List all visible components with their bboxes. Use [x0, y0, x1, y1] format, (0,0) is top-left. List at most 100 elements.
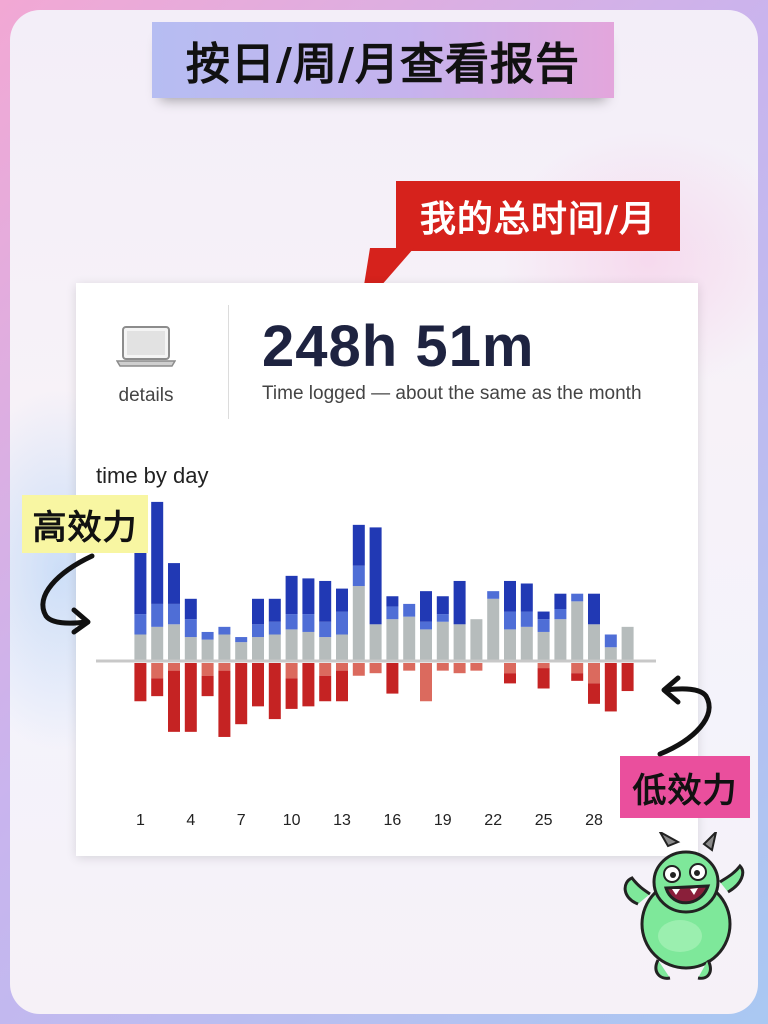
bar-light-blue-day-3	[168, 603, 180, 625]
details-label[interactable]: details	[118, 385, 174, 406]
bar-light-blue-day-2	[151, 603, 164, 627]
bar-dark-blue-day-9	[268, 598, 281, 622]
bar-light-blue-day-22	[487, 591, 500, 599]
bar-dark-red-day-30	[621, 663, 634, 692]
bar-dark-red-day-4	[184, 663, 197, 732]
bar-neutral-day-27	[571, 601, 584, 660]
header-divider	[228, 305, 229, 419]
bar-neutral-day-2	[151, 626, 164, 660]
time-logged-subtext: Time logged — about the same as the mont…	[262, 383, 642, 404]
page-title: 按日/周/月查看报告	[152, 22, 614, 98]
bar-light-red-day-23	[504, 663, 516, 674]
bar-neutral-day-4	[184, 637, 197, 660]
bar-neutral-day-14	[352, 586, 365, 660]
bar-dark-blue-day-20	[453, 580, 466, 625]
report-card: details 248h 51m Time logged — about the…	[76, 283, 698, 856]
bar-neutral-day-7	[235, 642, 248, 660]
bar-light-red-day-28	[588, 663, 600, 684]
bar-light-blue-day-14	[352, 565, 365, 587]
bar-dark-blue-day-4	[184, 598, 197, 620]
bar-dark-red-day-25	[537, 668, 550, 689]
bar-dark-blue-day-12	[319, 580, 332, 622]
bar-light-blue-day-12	[319, 621, 332, 638]
bar-dark-red-day-28	[588, 683, 600, 704]
bar-light-red-day-2	[151, 663, 164, 679]
bar-dark-blue-day-14	[352, 524, 365, 566]
bar-light-blue-day-29	[604, 634, 617, 648]
bar-light-blue-day-11	[302, 614, 315, 632]
bar-neutral-day-26	[554, 619, 567, 660]
bar-neutral-day-20	[453, 624, 466, 660]
bar-neutral-day-25	[537, 631, 550, 660]
monster-mascot-icon	[623, 832, 745, 980]
bar-neutral-day-8	[252, 637, 264, 660]
bar-light-blue-day-8	[252, 624, 264, 638]
bar-dark-red-day-27	[571, 673, 584, 681]
bar-light-blue-day-16	[386, 606, 399, 620]
bar-light-blue-day-6	[218, 626, 231, 635]
bar-light-blue-day-25	[537, 619, 550, 632]
bar-light-red-day-3	[168, 663, 180, 671]
bar-neutral-day-24	[520, 626, 533, 660]
bar-neutral-day-3	[168, 624, 180, 660]
bar-neutral-day-6	[218, 634, 231, 660]
bar-neutral-day-5	[201, 639, 214, 660]
bar-dark-red-day-9	[268, 663, 281, 720]
bar-dark-red-day-12	[319, 675, 332, 702]
bar-light-blue-day-18	[420, 621, 432, 630]
bar-neutral-day-30	[621, 626, 634, 660]
bar-dark-blue-day-2	[151, 501, 164, 604]
bar-neutral-day-23	[504, 629, 516, 660]
bar-light-blue-day-4	[184, 619, 197, 638]
high-arrow-icon	[40, 553, 95, 635]
bar-neutral-day-28	[588, 624, 600, 660]
bar-neutral-day-18	[420, 629, 432, 660]
x-tick-label: 22	[484, 812, 502, 829]
bar-light-blue-day-9	[268, 621, 281, 635]
bar-light-red-day-18	[420, 663, 432, 702]
x-tick-label: 10	[283, 812, 301, 829]
bar-light-red-day-17	[403, 663, 416, 671]
bar-dark-red-day-13	[336, 670, 348, 702]
bar-neutral-day-16	[386, 619, 399, 660]
bar-neutral-day-1	[134, 634, 147, 660]
total-time-value: 248h 51m	[262, 314, 535, 379]
bar-dark-blue-day-23	[504, 580, 516, 612]
bar-dark-blue-day-19	[436, 596, 449, 615]
x-tick-label: 19	[434, 812, 452, 829]
bar-neutral-day-21	[470, 619, 483, 660]
bar-dark-red-day-5	[201, 675, 214, 697]
bar-dark-blue-day-28	[588, 593, 600, 625]
bar-light-blue-day-7	[235, 637, 248, 643]
time-by-day-label: time by day	[96, 463, 209, 488]
bar-dark-blue-day-24	[520, 583, 533, 612]
bar-dark-blue-day-3	[168, 563, 180, 604]
bar-light-red-day-14	[352, 663, 365, 676]
low-efficiency-tag: 低效力	[620, 756, 750, 818]
bar-dark-blue-day-13	[336, 588, 348, 612]
bar-neutral-day-29	[604, 647, 617, 660]
bar-neutral-day-13	[336, 634, 348, 660]
x-tick-label: 1	[136, 812, 145, 829]
bar-neutral-day-11	[302, 631, 315, 660]
bar-neutral-day-9	[268, 634, 281, 660]
bar-light-red-day-6	[218, 663, 231, 671]
bar-light-red-day-27	[571, 663, 584, 674]
bar-neutral-day-19	[436, 621, 449, 660]
bar-light-red-day-20	[453, 663, 466, 674]
bar-light-blue-day-13	[336, 611, 348, 635]
bar-dark-red-day-11	[302, 663, 315, 707]
time-by-day-chart: 1 4 7 10 13 16 19 22 25 28	[96, 501, 656, 829]
bar-dark-red-day-29	[604, 663, 617, 712]
bar-neutral-day-12	[319, 637, 332, 660]
bar-light-red-day-19	[436, 663, 449, 671]
bar-light-red-day-5	[201, 663, 214, 676]
bar-dark-blue-day-25	[537, 611, 550, 620]
bar-light-blue-day-26	[554, 609, 567, 620]
laptop-icon[interactable]	[116, 325, 176, 369]
bar-light-blue-day-17	[403, 603, 416, 617]
bar-dark-red-day-23	[504, 673, 516, 684]
bar-light-blue-day-5	[201, 631, 214, 640]
bar-dark-red-day-2	[151, 678, 164, 697]
total-time-callout: 我的总时间/月	[396, 181, 680, 251]
